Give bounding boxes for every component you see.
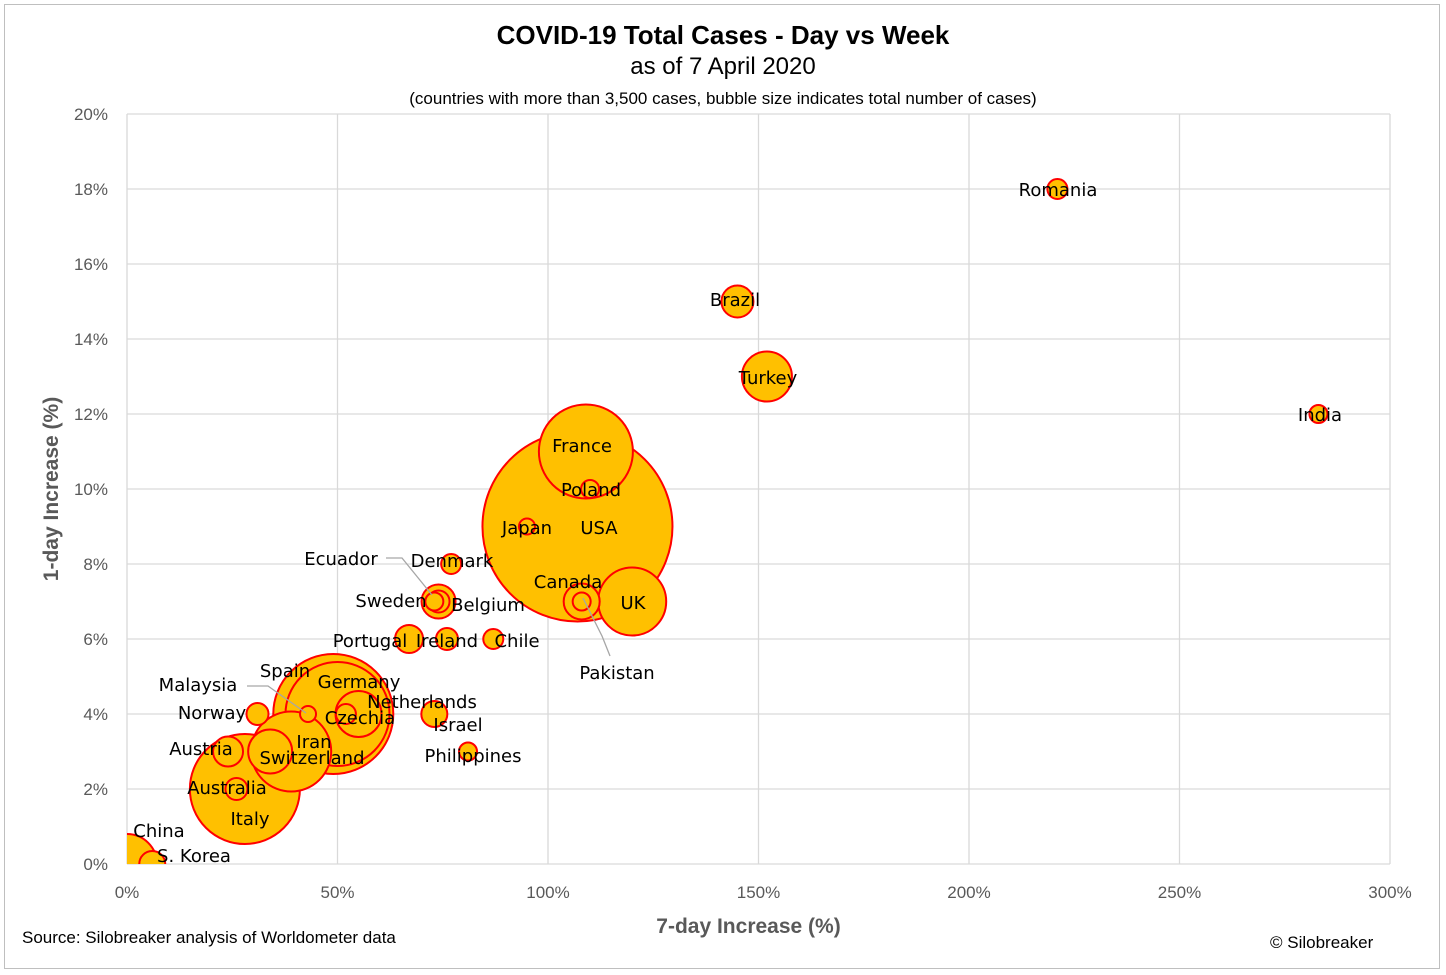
bubble-s-korea <box>138 850 167 864</box>
y-axis-title: 1-day Increase (%) <box>40 397 63 581</box>
bubble-romania <box>1046 178 1069 200</box>
chart-note: (countries with more than 3,500 cases, b… <box>409 89 1037 108</box>
data-label: Spain <box>260 661 310 682</box>
data-label: Israel <box>433 715 482 736</box>
data-label: S. Korea <box>157 846 231 867</box>
bubble-ecuador <box>424 591 445 612</box>
data-label: Iran <box>296 732 331 753</box>
data-label: Malaysia <box>159 675 238 696</box>
data-label: Denmark <box>411 551 494 572</box>
data-label: India <box>1298 405 1342 426</box>
bubble-chile <box>482 628 505 650</box>
chart-title: COVID-19 Total Cases - Day vs Week <box>496 20 950 50</box>
leader-line <box>386 557 433 596</box>
data-label: Portugal <box>333 631 408 652</box>
data-label: Ecuador <box>304 549 378 570</box>
data-label: Sweden <box>355 591 426 612</box>
data-label: China <box>133 821 184 842</box>
data-label: Chile <box>494 631 539 652</box>
data-label: USA <box>580 518 618 539</box>
y-tick-label: 8% <box>83 555 108 574</box>
data-label: Romania <box>1019 180 1098 201</box>
bubble-portugal <box>394 624 425 654</box>
data-label: Ireland <box>416 631 478 652</box>
x-axis-title: 7-day Increase (%) <box>656 915 840 938</box>
data-label: Czechia <box>325 708 395 729</box>
copyright-note: © Silobreaker <box>1270 933 1374 952</box>
data-label: France <box>552 436 612 457</box>
x-tick-label: 250% <box>1158 883 1201 902</box>
bubble-ireland <box>434 627 459 651</box>
data-label: Canada <box>534 572 603 593</box>
x-tick-label: 300% <box>1368 883 1411 902</box>
data-label: Germany <box>318 672 401 693</box>
bubble-denmark <box>440 553 463 575</box>
leader-line <box>582 597 611 657</box>
x-tick-label: 200% <box>947 883 990 902</box>
y-tick-label: 2% <box>83 780 108 799</box>
x-tick-label: 0% <box>115 883 140 902</box>
data-label: Turkey <box>738 368 798 389</box>
y-tick-label: 0% <box>83 855 108 874</box>
bubble-malaysia <box>299 705 318 723</box>
bubble-norway <box>245 702 270 726</box>
data-label: Philippines <box>425 746 522 767</box>
data-label: Norway <box>178 703 247 724</box>
bubble-turkey <box>740 350 793 403</box>
leader-line <box>247 685 307 714</box>
bubbles <box>127 178 1329 864</box>
bubble-japan <box>517 517 536 536</box>
y-tick-label: 4% <box>83 705 108 724</box>
x-tick-label: 100% <box>526 883 569 902</box>
data-label: Austria <box>169 739 233 760</box>
data-label: Poland <box>561 480 621 501</box>
gridlines <box>126 113 1391 865</box>
bubble-czechia <box>334 703 357 725</box>
y-tick-label: 10% <box>74 480 108 499</box>
data-label: Belgium <box>451 595 525 616</box>
x-tick-label: 50% <box>320 883 354 902</box>
y-tick-label: 18% <box>74 180 108 199</box>
bubble-india <box>1308 404 1329 424</box>
y-tick-label: 12% <box>74 405 108 424</box>
y-tick-label: 16% <box>74 255 108 274</box>
x-tick-label: 150% <box>737 883 780 902</box>
y-tick-label: 6% <box>83 630 108 649</box>
y-tick-label: 14% <box>74 330 108 349</box>
chart-subtitle: as of 7 April 2020 <box>630 53 816 80</box>
data-label: Japan <box>501 518 552 539</box>
data-label: Brazil <box>710 290 760 311</box>
data-label: UK <box>621 593 647 614</box>
bubble-australia <box>224 777 249 801</box>
data-label: Italy <box>230 809 269 830</box>
bubble-pakistan <box>571 591 592 612</box>
data-label: Netherlands <box>367 692 477 713</box>
bubble-israel <box>420 700 449 728</box>
bubble-brazil <box>720 284 755 319</box>
y-tick-label: 20% <box>74 105 108 124</box>
bubble-switzerland <box>247 728 294 775</box>
data-label: Australia <box>187 778 267 799</box>
bubble-philippines <box>458 741 479 762</box>
data-label: Switzerland <box>260 748 365 769</box>
data-label: Pakistan <box>579 663 654 684</box>
source-note: Source: Silobreaker analysis of Worldome… <box>22 928 396 947</box>
bubble-austria <box>212 735 245 768</box>
bubble-poland <box>580 479 601 499</box>
bubble-france <box>537 403 634 500</box>
